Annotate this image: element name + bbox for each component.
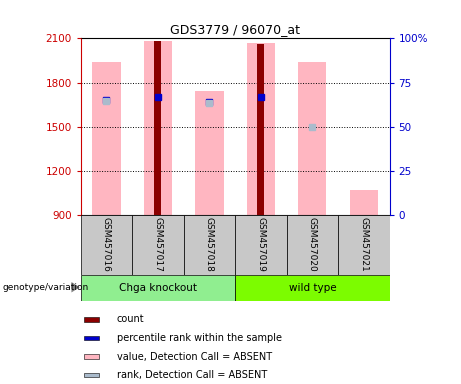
Bar [257, 43, 265, 215]
Bar [287, 215, 338, 275]
Text: GSM457017: GSM457017 [154, 217, 162, 272]
Bar [195, 91, 224, 215]
Text: Chga knockout: Chga knockout [119, 283, 197, 293]
Text: percentile rank within the sample: percentile rank within the sample [117, 333, 282, 343]
Text: genotype/variation: genotype/variation [2, 283, 89, 292]
Bar [338, 215, 390, 275]
Bar [92, 62, 121, 215]
Text: value, Detection Call = ABSENT: value, Detection Call = ABSENT [117, 352, 272, 362]
Bar [81, 215, 132, 275]
Bar [349, 190, 378, 215]
Title: GDS3779 / 96070_at: GDS3779 / 96070_at [170, 23, 300, 36]
Bar [183, 215, 235, 275]
Bar [132, 215, 183, 275]
Bar [154, 41, 161, 215]
Polygon shape [71, 282, 80, 293]
Bar [81, 275, 235, 301]
Text: count: count [117, 314, 144, 324]
Text: GSM457021: GSM457021 [359, 217, 368, 272]
Text: wild type: wild type [289, 283, 336, 293]
Bar [84, 336, 99, 340]
Text: rank, Detection Call = ABSENT: rank, Detection Call = ABSENT [117, 370, 267, 380]
Text: GSM457019: GSM457019 [256, 217, 266, 272]
Text: GSM457016: GSM457016 [102, 217, 111, 272]
Text: GSM457018: GSM457018 [205, 217, 214, 272]
Bar [247, 43, 275, 215]
Bar [235, 215, 287, 275]
Text: GSM457020: GSM457020 [308, 217, 317, 272]
Bar [84, 354, 99, 359]
Bar [84, 317, 99, 322]
Bar [235, 275, 390, 301]
Bar [84, 373, 99, 377]
Bar [144, 41, 172, 215]
Bar [298, 62, 326, 215]
